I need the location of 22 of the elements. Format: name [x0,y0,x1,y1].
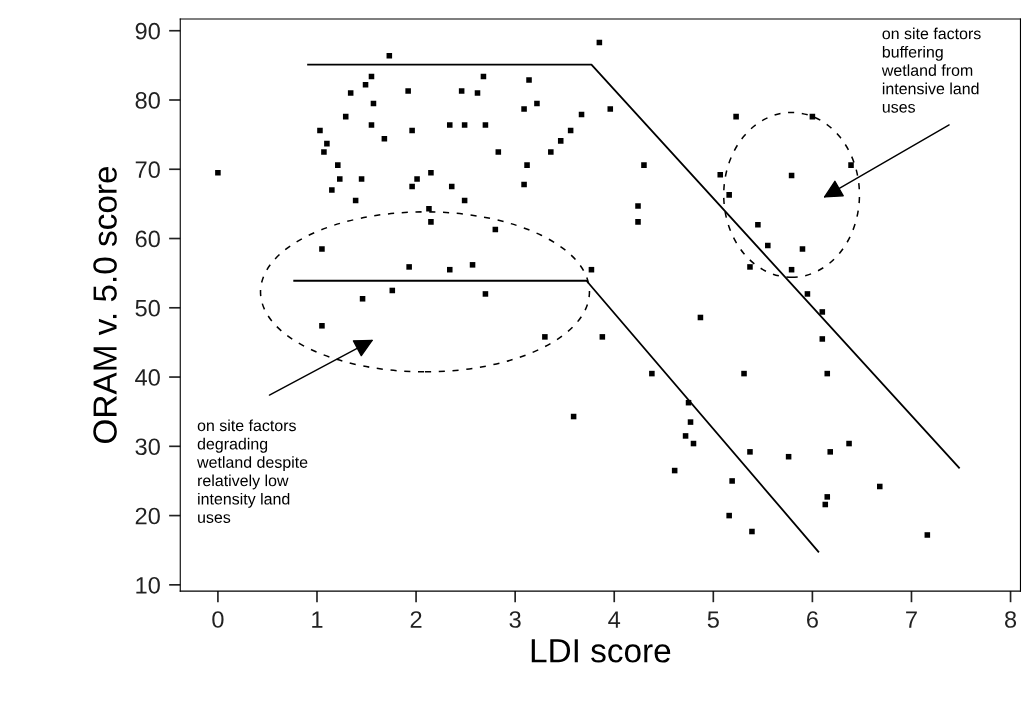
x-tick-label: 4 [608,611,621,628]
y-tick-label: 80 [135,92,160,109]
y-axis-title: ORAM v. 5.0 score [93,166,117,443]
y-tick-label: 10 [136,576,160,594]
y-tick-label: 60 [135,230,160,248]
x-tick-label: 2 [410,611,422,628]
y-tick-label: 70 [135,161,160,179]
x-tick-label: 6 [807,611,818,628]
y-tick-label: 40 [135,369,160,386]
x-tick-label: 1 [312,611,323,628]
x-tick-label: 0 [212,611,224,628]
x-tick-label: 3 [509,611,521,628]
x-tick-label: 7 [906,611,917,628]
x-tick-label: 5 [707,611,719,628]
y-tick-label: 50 [135,299,160,317]
y-tick-label: 90 [135,22,160,40]
y-tick-label: 30 [135,438,160,456]
x-axis-title: LDI score [531,639,671,663]
annotation: on site factors buffering wetland from intensive land uses [881,27,981,113]
x-tick-label: 8 [1005,611,1017,628]
y-tick-label: 20 [135,507,160,525]
annotation: on site factors degrading wetland despite relatively low intensity land uses [197,419,308,523]
